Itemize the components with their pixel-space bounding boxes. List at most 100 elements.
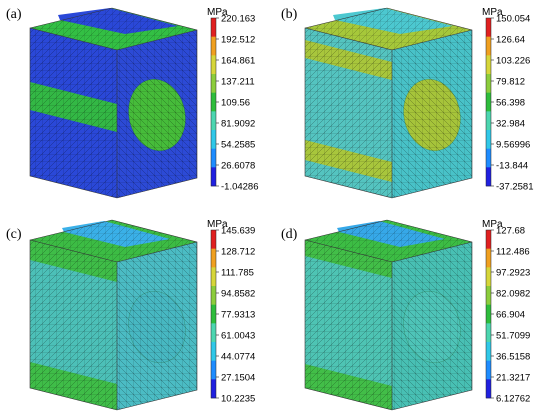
colorbar-segment — [486, 130, 491, 149]
colorbar-segment — [211, 55, 216, 75]
colorbar-tick-label: -13.844 — [496, 160, 528, 171]
colorbar-tick-label: 126.64 — [496, 34, 525, 45]
colorbar-segment — [486, 342, 491, 361]
colorbar-segment — [211, 323, 216, 343]
colorbar-segment — [211, 148, 216, 168]
colorbar-tick-label: 51.7099 — [496, 330, 530, 341]
colorbar-tick-label: 220.163 — [221, 13, 255, 24]
colorbar-segment — [486, 360, 491, 380]
colorbar-segment — [211, 167, 216, 187]
colorbar-segment — [486, 18, 491, 37]
colorbar-segment — [211, 248, 216, 268]
colorbar-tick-label: 6.12762 — [496, 393, 530, 404]
colorbar-segment — [211, 304, 216, 324]
colorbar-segment — [486, 286, 491, 305]
colorbar-segment — [211, 379, 216, 399]
cube-left-mesh — [30, 28, 117, 198]
colorbar-tick-label: 54.2585 — [221, 139, 255, 150]
colorbar: MPa 220.163 192.512 164.861 137.211 109.56 81… — [207, 7, 259, 192]
cube-top-mesh — [305, 8, 472, 50]
colorbar-segment — [486, 36, 491, 56]
cube-top-mesh — [30, 8, 197, 50]
colorbar-tick-label: 81.9092 — [221, 118, 255, 129]
colorbar-tick-label: -1.04286 — [221, 181, 259, 192]
colorbar-tick-label: 145.639 — [221, 225, 255, 236]
colorbar-segment — [211, 267, 216, 287]
colorbar-tick-label: 9.56996 — [496, 139, 530, 150]
colorbar-unit: MPa — [482, 219, 503, 230]
colorbar-tick-label: 94.8582 — [221, 288, 255, 299]
cube-right-mesh — [117, 30, 197, 198]
panel-c: (c) MPa 145.639 128.712 111.785 94.8582 77.9… — [6, 219, 255, 411]
colorbar: MPa 145.639 128.712 111.785 94.8582 77.9313 6… — [207, 219, 255, 404]
colorbar: MPa 150.054 126.64 103.226 79.812 56.398 32.9… — [482, 7, 534, 192]
colorbar-tick-label: 164.861 — [221, 55, 255, 66]
colorbar-tick-label: -37.2581 — [496, 181, 534, 192]
colorbar-tick-label: 97.2923 — [496, 267, 530, 278]
colorbar-segment — [211, 230, 216, 249]
colorbar-segment — [486, 304, 491, 324]
colorbar-tick-label: 103.226 — [496, 55, 530, 66]
colorbar-segment — [211, 74, 216, 93]
colorbar-segment — [211, 360, 216, 380]
colorbar-tick-label: 82.0982 — [496, 288, 530, 299]
colorbar-unit: MPa — [207, 219, 228, 230]
cube-left-mesh — [305, 28, 392, 198]
colorbar-tick-label: 66.904 — [496, 309, 525, 320]
colorbar-tick-label: 109.56 — [221, 97, 250, 108]
colorbar-segment — [486, 323, 491, 343]
colorbar-unit: MPa — [207, 7, 228, 18]
colorbar-segment — [211, 130, 216, 149]
colorbar-tick-label: 128.712 — [221, 246, 255, 257]
colorbar-tick-label: 79.812 — [496, 76, 525, 87]
colorbar-tick-label: 150.054 — [496, 13, 530, 24]
colorbar-segment — [486, 111, 491, 131]
colorbar-tick-label: 36.5158 — [496, 351, 530, 362]
colorbar-segment — [486, 230, 491, 249]
cube — [29, 219, 198, 411]
cube — [304, 219, 473, 411]
cube-right-mesh — [392, 242, 472, 410]
cube-right-mesh — [117, 242, 197, 410]
panel-label: (b) — [281, 7, 298, 22]
colorbar-tick-label: 77.9313 — [221, 309, 255, 320]
colorbar-segment — [486, 74, 491, 93]
colorbar-tick-label: 127.68 — [496, 225, 525, 236]
panel-b: (b) MPa 150.054 126.64 103.226 79.812 56.398… — [281, 7, 534, 199]
colorbar-segment — [211, 18, 216, 37]
cube — [304, 7, 473, 199]
colorbar-segment — [486, 267, 491, 287]
colorbar-segment — [486, 379, 491, 399]
colorbar-tick-label: 111.785 — [221, 267, 254, 278]
panel-d: (d) MPa 127.68 112.486 97.2923 82.0982 66.90… — [281, 219, 530, 411]
colorbar-segment — [486, 248, 491, 268]
colorbar-segment — [486, 148, 491, 168]
colorbar-tick-label: 61.0043 — [221, 330, 255, 341]
colorbar-segment — [211, 111, 216, 131]
panel-label: (a) — [6, 7, 22, 22]
colorbar-segment — [486, 167, 491, 187]
colorbar-segment — [211, 92, 216, 112]
colorbar-segment — [211, 286, 216, 305]
panel-label: (d) — [281, 227, 298, 242]
colorbar-segment — [211, 36, 216, 56]
panel-label: (c) — [6, 227, 22, 242]
cube — [29, 7, 198, 199]
colorbar: MPa 127.68 112.486 97.2923 82.0982 66.904 51.… — [482, 219, 530, 404]
cube-left-mesh — [30, 240, 117, 410]
colorbar-tick-label: 192.512 — [221, 34, 255, 45]
colorbar-unit: MPa — [482, 7, 503, 18]
colorbar-tick-label: 112.486 — [496, 246, 530, 257]
cube-top-mesh — [30, 220, 197, 262]
cube-left-mesh — [305, 240, 392, 410]
colorbar-segment — [486, 92, 491, 112]
cube-top-mesh — [305, 220, 472, 262]
colorbar-segment — [211, 342, 216, 361]
colorbar-tick-label: 56.398 — [496, 97, 525, 108]
cube-right-mesh — [392, 30, 472, 198]
colorbar-segment — [486, 55, 491, 75]
colorbar-tick-label: 26.6078 — [221, 160, 255, 171]
panel-a: (a) MPa 220.163 192.512 164.861 137.211 109.… — [6, 7, 259, 199]
colorbar-tick-label: 21.3217 — [496, 372, 530, 383]
